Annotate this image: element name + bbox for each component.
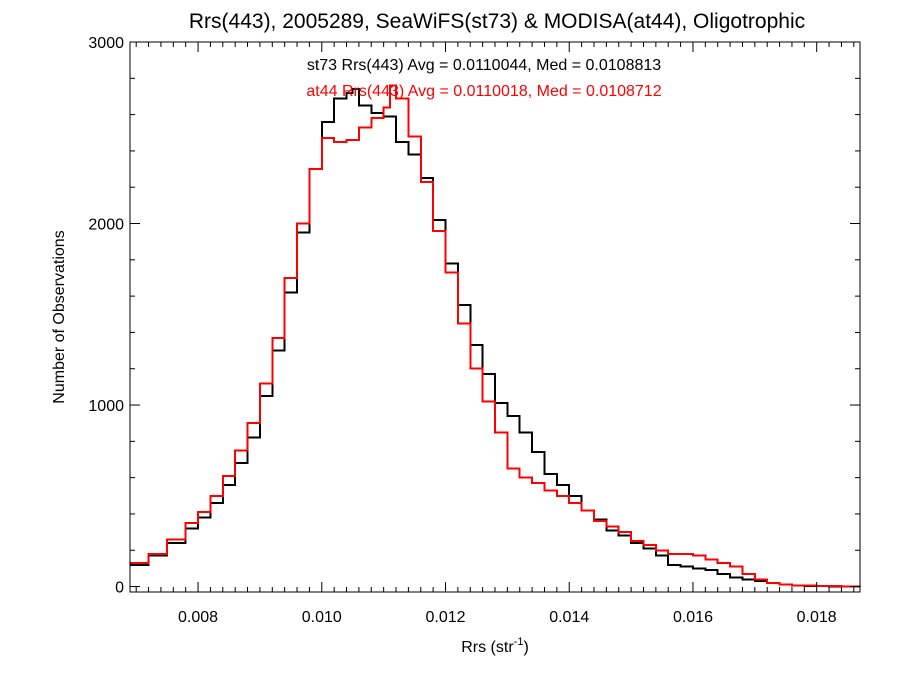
- x-axis-label-main: Rrs (str: [461, 639, 514, 656]
- y-tick-label: 0: [115, 580, 124, 597]
- x-axis-label-sup: -1: [514, 636, 524, 648]
- x-tick-label: 0.008: [178, 609, 218, 626]
- y-tick-label: 1000: [88, 398, 124, 415]
- plot-area: 0.008 0.010 0.012 0.014 0.016 0.018 0 1000 2000 3…: [88, 35, 861, 626]
- y-tick-label: 3000: [88, 35, 124, 52]
- x-tick-label: 0.010: [302, 609, 342, 626]
- plot-frame: [129, 41, 861, 593]
- series-line-1: [130, 84, 861, 588]
- series-line-0: [130, 88, 860, 588]
- y-axis-label: Number of Observations: [51, 230, 68, 403]
- x-axis-label-close: ): [523, 639, 528, 656]
- x-tick-label: 0.016: [673, 609, 713, 626]
- x-tick-label: 0.012: [425, 609, 465, 626]
- x-tick-label: 0.014: [549, 609, 589, 626]
- series-layer: [130, 84, 861, 588]
- chart-title: Rrs(443), 2005289, SeaWiFS(st73) & MODIS…: [189, 10, 805, 33]
- legend-annotation-st73: st73 Rrs(443) Avg = 0.0110044, Med = 0.0…: [307, 57, 661, 74]
- legend-annotation-at44: at44 Rrs(443) Avg = 0.0110018, Med = 0.0…: [306, 83, 661, 100]
- y-tick-label: 2000: [88, 217, 124, 234]
- ticks-layer: 0.008 0.010 0.012 0.014 0.016 0.018 0 1000 2000 3…: [88, 35, 860, 626]
- x-axis-label: Rrs (str-1): [461, 636, 529, 656]
- x-tick-label: 0.018: [797, 609, 837, 626]
